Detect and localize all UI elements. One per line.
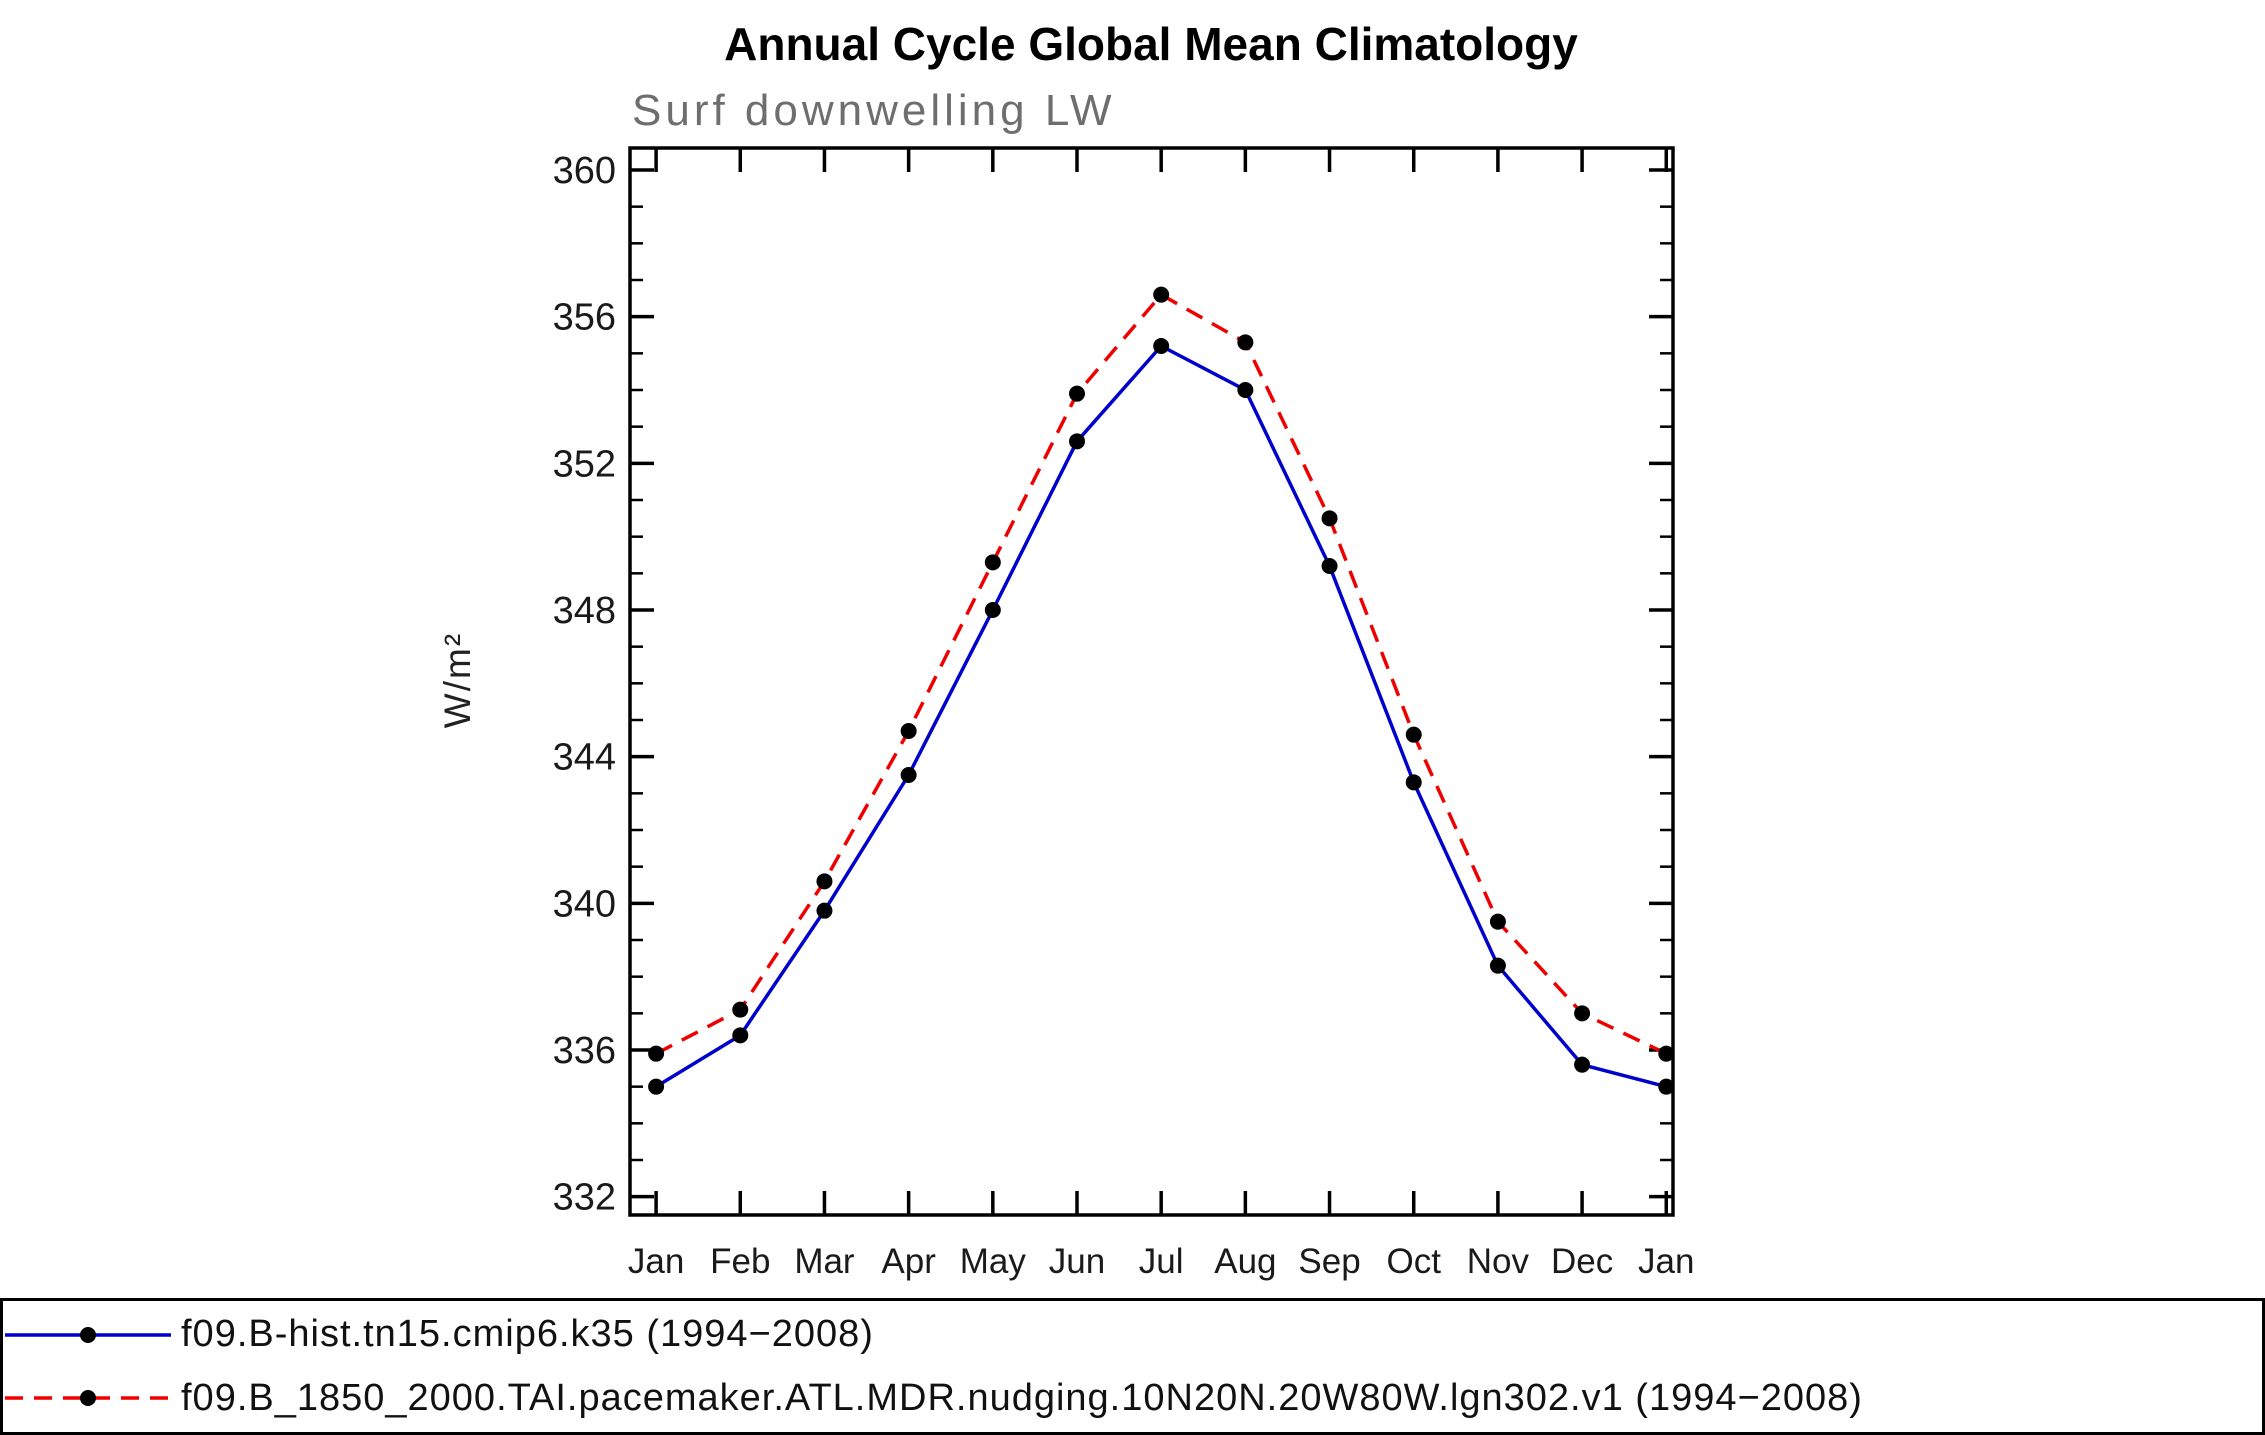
data-point-marker bbox=[1405, 774, 1422, 791]
x-tick-label: Oct bbox=[1386, 1242, 1441, 1281]
x-tick-label: Mar bbox=[794, 1242, 855, 1281]
data-point-marker bbox=[1153, 286, 1170, 303]
data-point-marker bbox=[984, 554, 1001, 571]
chart-title: Annual Cycle Global Mean Climatology bbox=[724, 18, 1578, 70]
data-point-marker bbox=[648, 1078, 665, 1095]
x-tick-label: Jan bbox=[1638, 1242, 1694, 1281]
legend-line-sample-blue bbox=[5, 1326, 171, 1343]
data-point-marker bbox=[1574, 1005, 1591, 1022]
legend-sample-marker bbox=[80, 1390, 96, 1407]
data-point-marker bbox=[1069, 433, 1085, 450]
data-point-marker bbox=[816, 902, 833, 919]
x-tick-label: Jul bbox=[1139, 1242, 1184, 1281]
x-tick-label: Apr bbox=[881, 1242, 936, 1281]
chart-canvas: Annual Cycle Global Mean Climatology Sur… bbox=[437, 18, 1694, 1281]
series-line-1 bbox=[655, 292, 1668, 1056]
data-point-marker bbox=[1658, 1045, 1675, 1062]
x-tick-label: Nov bbox=[1467, 1242, 1530, 1281]
data-point-marker bbox=[984, 602, 1001, 618]
x-tick-label: May bbox=[960, 1242, 1027, 1281]
data-point-marker bbox=[816, 873, 833, 890]
chart-subtitle: Surf downwelling LW bbox=[632, 86, 1116, 135]
y-tick-label: 344 bbox=[553, 737, 616, 779]
y-tick-label: 352 bbox=[553, 443, 616, 485]
y-tick-label: 336 bbox=[553, 1030, 616, 1072]
y-tick-label: 348 bbox=[553, 590, 616, 632]
legend-line-sample-red bbox=[5, 1390, 171, 1407]
y-tick-label: 340 bbox=[553, 883, 616, 925]
data-point-marker bbox=[1489, 913, 1506, 930]
data-point-marker bbox=[1574, 1056, 1591, 1073]
data-point-marker bbox=[1237, 334, 1254, 351]
plot-frame bbox=[628, 146, 1675, 1217]
data-point-marker bbox=[1153, 338, 1170, 354]
y-tick-label: 356 bbox=[553, 297, 616, 339]
legend-box: f09.B-hist.tn15.cmip6.k35 (1994−2008) f0… bbox=[0, 1298, 2265, 1435]
y-tick-label: 332 bbox=[553, 1177, 616, 1219]
data-point-marker bbox=[1321, 558, 1338, 574]
data-point-marker bbox=[1069, 385, 1085, 402]
x-tick-label: Jan bbox=[628, 1242, 684, 1281]
legend-label-pacemaker: f09.B_1850_2000.TAI.pacemaker.ATL.MDR.nu… bbox=[181, 1376, 1863, 1419]
x-tick-label: Dec bbox=[1551, 1242, 1613, 1281]
x-tick-label: Aug bbox=[1214, 1242, 1276, 1281]
data-point-marker bbox=[1237, 382, 1254, 398]
data-point-marker bbox=[1321, 510, 1338, 527]
data-point-marker bbox=[648, 1045, 665, 1062]
plot-area: 332 336 340 344 348 352 356 360 Jan Feb Mar Apr May J… bbox=[553, 146, 1694, 1281]
legend-label-hist: f09.B-hist.tn15.cmip6.k35 (1994−2008) bbox=[181, 1313, 874, 1356]
data-point-marker bbox=[732, 1027, 749, 1044]
x-tick-label: Feb bbox=[710, 1242, 770, 1281]
data-point-marker bbox=[1658, 1078, 1675, 1095]
data-point-marker bbox=[1405, 726, 1422, 743]
x-tick-label: Jun bbox=[1049, 1242, 1105, 1281]
data-point-marker bbox=[1489, 957, 1506, 974]
data-point-marker bbox=[732, 1001, 749, 1018]
legend-item-hist: f09.B-hist.tn15.cmip6.k35 (1994−2008) bbox=[3, 1305, 2262, 1365]
data-point-marker bbox=[900, 767, 917, 783]
y-tick-label: 360 bbox=[553, 150, 616, 192]
data-point-marker bbox=[900, 723, 917, 739]
legend-sample-marker bbox=[80, 1326, 96, 1343]
series-line-0 bbox=[655, 344, 1667, 1089]
x-tick-label: Sep bbox=[1298, 1242, 1360, 1281]
legend-item-pacemaker: f09.B_1850_2000.TAI.pacemaker.ATL.MDR.nu… bbox=[3, 1368, 2262, 1428]
y-axis-label: W/m² bbox=[437, 632, 478, 728]
